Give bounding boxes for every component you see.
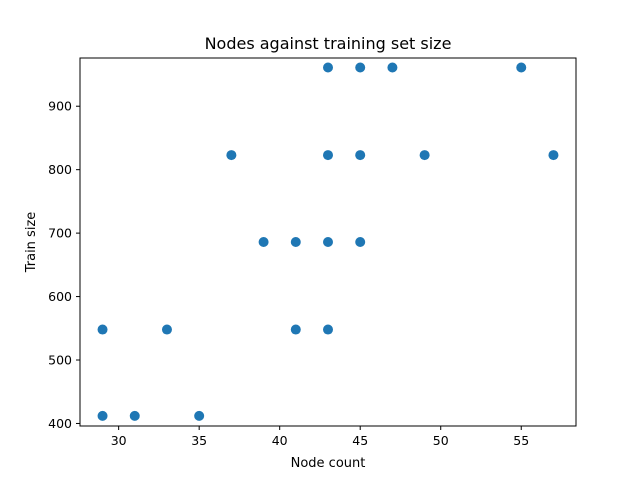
data-point [194, 410, 205, 421]
data-point [290, 324, 301, 335]
x-tick-label: 45 [352, 433, 368, 448]
data-point [290, 237, 301, 247]
y-axis-ticks: 400 500 600 700 800 900 [48, 99, 80, 431]
data-point [97, 324, 108, 335]
y-tick-label: 600 [48, 289, 72, 304]
x-tick-label: 55 [513, 433, 529, 448]
data-point [323, 324, 333, 335]
data-point [387, 62, 398, 73]
data-point [548, 150, 559, 161]
data-point [323, 237, 333, 247]
data-point [323, 62, 333, 73]
data-point [226, 150, 237, 161]
data-point [419, 150, 430, 161]
data-point [161, 324, 172, 335]
x-axis-ticks: 30 35 40 45 50 55 [111, 426, 529, 448]
y-tick-label: 400 [48, 416, 72, 431]
x-axis-label: Node count [291, 456, 366, 471]
y-tick-label: 900 [48, 99, 72, 114]
chart-title: Nodes against training set size [205, 34, 452, 53]
data-point [258, 237, 269, 247]
y-tick-label: 700 [48, 226, 72, 241]
data-points [97, 62, 559, 421]
x-tick-label: 35 [191, 433, 207, 448]
data-point [129, 410, 140, 421]
data-point [355, 62, 366, 73]
data-point [355, 237, 366, 247]
x-tick-label: 30 [111, 433, 127, 448]
data-point [97, 410, 108, 421]
data-point [323, 150, 333, 161]
data-point [355, 150, 366, 161]
y-tick-label: 500 [48, 353, 72, 368]
y-tick-label: 800 [48, 162, 72, 177]
data-point [516, 62, 527, 73]
x-tick-label: 40 [272, 433, 288, 448]
y-axis-label: Train size [24, 212, 39, 274]
plot-area-frame [79, 57, 577, 427]
x-tick-label: 50 [433, 433, 449, 448]
